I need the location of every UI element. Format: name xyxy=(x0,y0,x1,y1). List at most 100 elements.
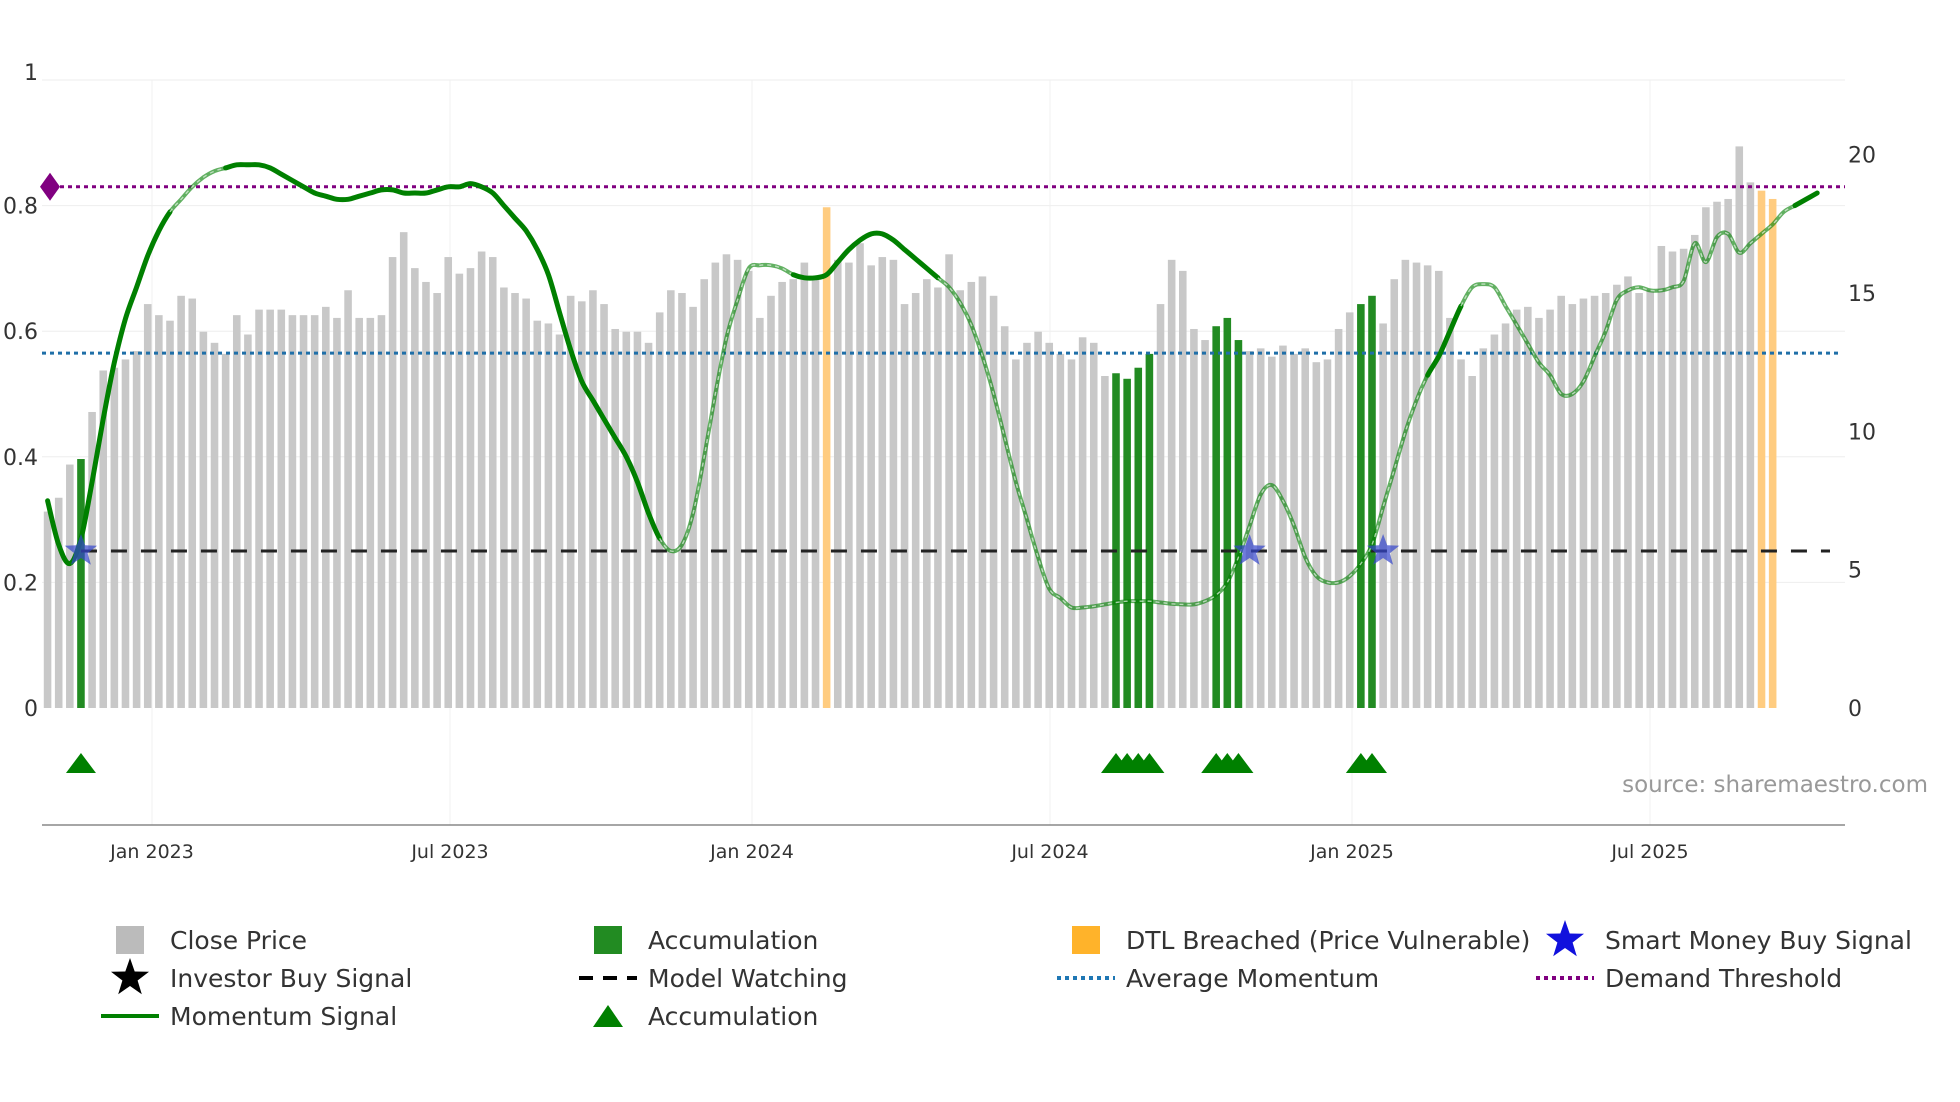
close-price-bar xyxy=(856,243,864,708)
close-price-bar xyxy=(1268,356,1276,708)
close-price-bar xyxy=(1735,146,1744,708)
close-price-bar xyxy=(878,257,887,708)
legend-label: Close Price xyxy=(170,926,307,955)
close-price-bar xyxy=(99,370,107,708)
right-tick-label: 10 xyxy=(1848,420,1876,445)
close-price-bar xyxy=(1412,262,1421,708)
close-price-bar xyxy=(678,293,686,708)
close-price-bar xyxy=(477,251,486,708)
close-price-bar xyxy=(1568,304,1577,708)
close-price-bar xyxy=(277,309,286,708)
date-tick-label: Jan 2025 xyxy=(1309,841,1394,863)
close-price-bar xyxy=(722,254,731,708)
legend-item: Accumulation xyxy=(593,1002,818,1031)
close-price-bar xyxy=(199,331,208,708)
legend-label: Investor Buy Signal xyxy=(170,964,412,993)
close-price-bar xyxy=(1067,359,1076,708)
close-price-bar xyxy=(1390,279,1399,708)
close-price-bar xyxy=(110,367,119,708)
close-price-bar xyxy=(1635,293,1643,708)
legend-item: Demand Threshold xyxy=(1536,964,1842,993)
close-price-bar xyxy=(867,265,875,708)
close-price-bar xyxy=(911,293,920,708)
close-price-bar xyxy=(221,353,230,708)
accumulation-triangle xyxy=(1223,753,1254,773)
right-tick-label: 5 xyxy=(1848,559,1862,584)
close-price-bar xyxy=(989,295,998,708)
close-price-bar xyxy=(1345,312,1354,708)
close-price-bar xyxy=(600,304,608,708)
close-price-bar xyxy=(1512,309,1521,708)
close-price-bar xyxy=(589,290,597,708)
close-price-bar xyxy=(1468,376,1476,708)
momentum-segment xyxy=(1792,190,1820,209)
close-price-bar xyxy=(1179,270,1187,708)
legend-label: Accumulation xyxy=(648,926,818,955)
legend-swatch xyxy=(116,926,144,954)
close-price-bar xyxy=(533,320,542,708)
close-price-bar xyxy=(143,304,152,708)
reference-lines xyxy=(40,172,1845,553)
close-price-bar xyxy=(522,298,530,708)
close-price-bar xyxy=(1479,348,1488,708)
dtl-breached-bar xyxy=(822,207,831,708)
legend-label: Momentum Signal xyxy=(170,1002,397,1031)
close-price-bar xyxy=(388,257,397,708)
close-price-bar xyxy=(622,331,631,708)
close-price-bar xyxy=(422,281,430,708)
close-price-bar xyxy=(1012,359,1020,708)
gridlines xyxy=(42,79,1845,826)
right-tick-label: 15 xyxy=(1848,282,1876,307)
left-tick-label: 0.2 xyxy=(3,571,38,596)
legend-label: Accumulation xyxy=(648,1002,818,1031)
accumulation-bar xyxy=(1123,378,1131,708)
legend-swatch xyxy=(1072,926,1100,954)
close-price-bar xyxy=(667,290,675,708)
close-price-bar xyxy=(1657,245,1666,708)
signal-markers xyxy=(64,534,1400,773)
close-price-bar xyxy=(711,262,720,708)
close-price-bar xyxy=(945,254,953,708)
accumulation-bar xyxy=(1145,353,1154,708)
momentum-segment xyxy=(45,209,173,567)
close-price-bar xyxy=(978,276,987,708)
momentum-segment-texture xyxy=(659,264,794,553)
legend-star-icon xyxy=(111,958,149,995)
legend-item: DTL Breached (Price Vulnerable) xyxy=(1072,926,1530,955)
close-price-bar xyxy=(310,315,319,708)
date-axis: Jan 2023 Jul 2023 Jan 2024 Jul 2024 Jan 2025… xyxy=(109,841,1689,863)
close-price-bar xyxy=(1334,328,1343,708)
close-price-bar xyxy=(1746,182,1755,709)
close-price-bar xyxy=(1156,304,1165,708)
close-price-bar xyxy=(845,262,853,708)
accumulation-triangle xyxy=(1356,753,1387,773)
date-tick-label: Jan 2023 xyxy=(109,841,194,863)
close-price-bar xyxy=(1457,359,1465,708)
close-price-bar xyxy=(934,287,942,708)
accumulation-bar xyxy=(1234,340,1243,708)
close-price-bar xyxy=(1724,198,1732,708)
close-price-bar xyxy=(1679,248,1688,709)
close-price-bar xyxy=(756,317,764,708)
right-axis: 0 5 10 15 20 xyxy=(1848,144,1876,722)
legend-label: Average Momentum xyxy=(1126,964,1379,993)
close-price-bar xyxy=(488,257,497,708)
close-price-bar xyxy=(121,359,130,708)
close-price-bar xyxy=(778,281,786,708)
close-price-bar xyxy=(266,309,274,708)
close-price-bar xyxy=(633,331,642,708)
close-price-bar xyxy=(1167,259,1176,708)
close-price-bar xyxy=(1312,362,1321,708)
date-tick-label: Jul 2025 xyxy=(1610,841,1688,863)
close-price-bar xyxy=(299,315,308,708)
accumulation-triangle xyxy=(65,753,96,773)
close-price-bar xyxy=(544,323,553,708)
close-price-bar xyxy=(1601,293,1610,708)
close-price-bar xyxy=(889,259,898,708)
right-tick-label: 0 xyxy=(1848,697,1862,722)
close-price-bar xyxy=(1590,295,1599,708)
smart-money-buy-star xyxy=(64,534,98,565)
legend-item: Smart Money Buy Signal xyxy=(1546,920,1912,957)
accumulation-bar xyxy=(1112,373,1120,708)
left-tick-label: 0.4 xyxy=(3,446,38,471)
